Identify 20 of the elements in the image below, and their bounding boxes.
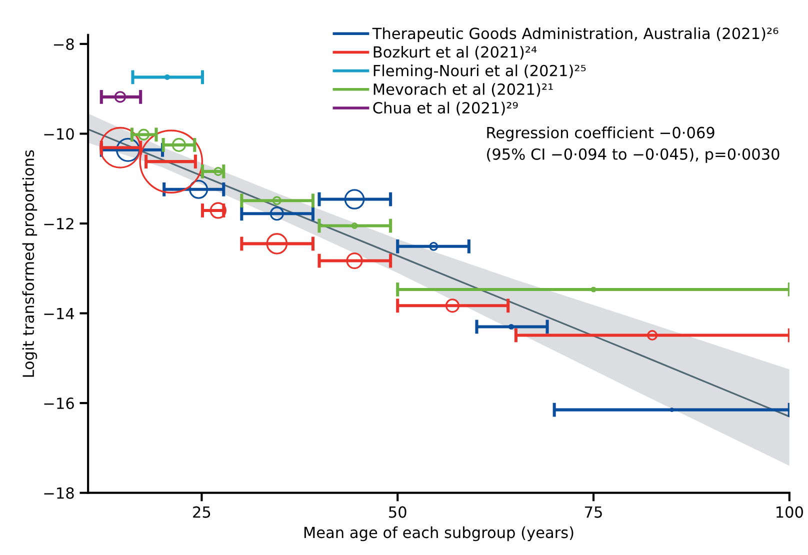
x-axis-title: Mean age of each subgroup (years) <box>304 526 574 542</box>
y-axis-title: Logit transformed proportions <box>22 150 38 377</box>
legend-label: Therapeutic Goods Administration, Australia (2021)²⁶ <box>372 27 778 42</box>
y-tick-label: −10 <box>44 128 74 140</box>
legend-label: Mevorach et al (2021)²¹ <box>374 83 553 97</box>
x-tick-label: 25 <box>193 506 210 518</box>
y-tick-label: −16 <box>44 398 74 410</box>
annotation: (95% CI −0·094 to −0·045), p=0·0030 <box>487 148 780 163</box>
y-tick-label: −12 <box>44 218 74 230</box>
legend-label: Bozkurt et al (2021)²⁴ <box>374 46 537 60</box>
y-tick-label: −14 <box>44 308 74 320</box>
y-tick-label: −18 <box>44 487 74 499</box>
x-tick-label: 50 <box>389 506 406 518</box>
y-tick-label: −8 <box>54 38 74 50</box>
line-series <box>88 128 790 418</box>
legend-label: Chua et al (2021)²⁹ <box>373 102 518 116</box>
x-tick-label: 75 <box>585 506 602 518</box>
x-tick-label: 100 <box>776 506 803 518</box>
annotation: Regression coefficient −0·069 <box>487 126 714 142</box>
legend-label: Fleming-Nouri et al (2021)²⁵ <box>374 64 586 80</box>
